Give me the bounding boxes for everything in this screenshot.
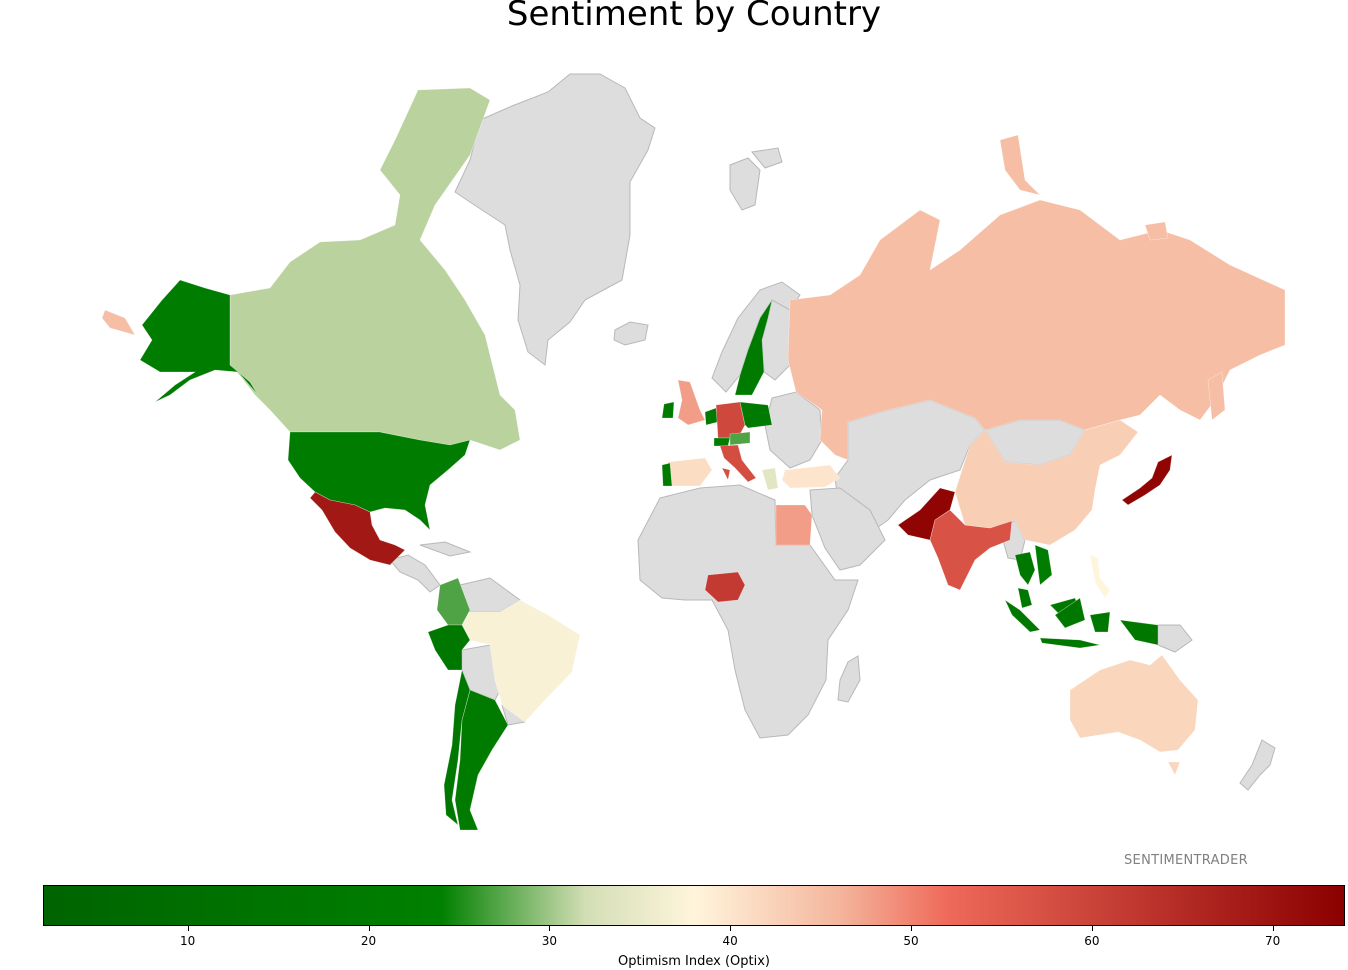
country-australia — [1069, 654, 1199, 776]
colorbar-tick-mark — [187, 926, 189, 931]
colorbar-tick-label: 30 — [541, 934, 557, 948]
country-egypt — [775, 504, 813, 546]
country-ireland — [661, 401, 675, 419]
colorbar-tick-label: 50 — [903, 934, 919, 948]
colorbar-tick-mark — [1272, 926, 1274, 931]
country-greenland — [454, 73, 656, 366]
country-spain — [667, 457, 713, 487]
country-united-states — [287, 431, 471, 531]
country-germany — [715, 401, 746, 439]
country-turkey — [781, 464, 841, 489]
country-china — [954, 419, 1139, 546]
country-thailand — [1014, 551, 1036, 586]
country-japan — [1121, 454, 1173, 506]
colorbar-tick-mark — [730, 926, 732, 931]
country-nigeria — [704, 571, 746, 603]
colorbar-tick-mark — [368, 926, 370, 931]
country-austria — [729, 431, 751, 446]
world-map — [101, 73, 1286, 831]
country-italy — [719, 444, 757, 483]
country-iceland — [613, 321, 649, 346]
colorbar-label: Optimism Index (Optix) — [618, 954, 770, 969]
colorbar-tick-mark — [549, 926, 551, 931]
country-poland — [739, 401, 773, 429]
country-chile — [443, 668, 471, 826]
country-mexico — [309, 491, 406, 566]
chart-title: Sentiment by Country — [506, 0, 882, 34]
country-brazil — [461, 599, 581, 723]
country-portugal — [661, 462, 673, 487]
country-greece — [761, 467, 779, 491]
country-peru — [427, 624, 471, 671]
continent-africa — [637, 484, 859, 739]
colorbar-tick-label: 70 — [1265, 934, 1281, 948]
colorbar-tick-mark — [911, 926, 912, 931]
colorbar-tick-label: 10 — [180, 934, 196, 948]
country-united-kingdom — [677, 379, 706, 426]
country-indonesia — [1004, 597, 1159, 649]
country-alaska — [139, 279, 259, 403]
colorbar-tick-label: 20 — [360, 934, 377, 948]
country-argentina — [454, 689, 509, 831]
watermark: SENTIMENTRADER — [1124, 853, 1248, 868]
colorbar — [43, 885, 1345, 926]
colorbar-tick-label: 40 — [722, 934, 738, 948]
country-vietnam — [1034, 544, 1053, 586]
country-philippines — [1089, 554, 1111, 599]
country-russia-arctic — [101, 134, 1226, 421]
country-switzerland — [713, 437, 731, 447]
colorbar-tick-mark — [1091, 926, 1093, 931]
country-sweden — [734, 299, 773, 396]
colorbar-tick-label: 60 — [1084, 934, 1100, 948]
country-russia — [787, 199, 1286, 461]
country-india — [929, 509, 1013, 591]
